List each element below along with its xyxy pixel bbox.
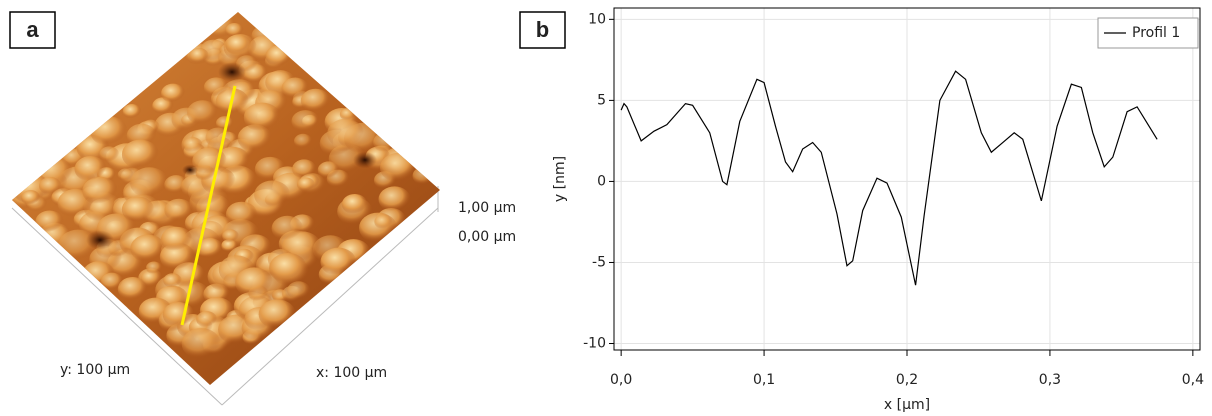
legend-box [1097,17,1199,49]
afm-axis [11,207,223,406]
y-tick-label: 5 [597,92,606,108]
afm-grain [293,133,313,149]
x-axis-title: x [µm] [884,397,930,413]
y-tick-label: -5 [592,254,606,270]
afm-pit [353,151,377,169]
afm-grain [21,190,41,206]
profile-line [180,85,237,326]
afm-grain [183,137,203,153]
afm-texture [12,14,436,360]
afm-grain [269,252,308,284]
x-tick-label: 0,4 [1182,372,1204,388]
afm-grain [225,201,258,227]
afm-grain [145,261,163,275]
afm-grain [121,196,155,223]
afm-grain [221,239,239,253]
afm-grain [235,267,274,298]
afm-grain [373,132,399,153]
plot-frame [613,7,1201,351]
y-axis-title: y [nm] [552,156,568,202]
afm-grain [90,116,128,147]
afm-grain [374,214,393,230]
afm-grain [38,177,62,195]
afm-grain [100,272,124,291]
afm-grain [130,234,166,263]
profile-line [620,70,1158,286]
afm-grain [99,146,120,163]
x-tick-label: 0,2 [896,372,918,388]
z-label: 0,00 µm [458,229,516,245]
afm-grain [189,47,209,64]
afm-grain [379,152,417,183]
panel-label: a [26,17,39,42]
x-tick-label: 0,0 [610,372,632,388]
afm-grain [203,77,229,98]
y-axis-label: y: 100 µm [60,362,130,378]
afm-grain [320,247,357,277]
afm-grain [243,102,281,133]
afm-grain [82,176,118,206]
afm-grain [296,177,315,192]
afm-grain [225,22,244,38]
afm-grain [74,156,107,182]
panel-label: b [536,17,549,42]
afm-pit [86,230,114,250]
afm-grain [160,226,193,252]
afm-grain [225,34,252,56]
afm-grain [196,311,218,328]
afm-grain [254,180,291,210]
afm-grain [130,167,169,199]
panel-label-box [9,11,56,49]
afm-grain [292,159,317,179]
afm-grain [122,104,142,119]
y-tick-label: 0 [597,173,606,189]
afm-grain [186,100,219,126]
afm-pit [275,323,295,337]
afm-grain [339,107,356,121]
afm-grain [265,45,293,67]
y-tick-label: -10 [583,336,606,352]
afm-grain [35,210,64,234]
afm-grain [271,215,304,242]
afm-grain [164,198,194,222]
afm-grain [327,118,365,149]
afm-grain [161,83,186,104]
x-tick-label: 0,1 [753,372,775,388]
x-axis-label: x: 100 µm [316,365,387,381]
afm-grain [341,193,368,215]
afm-pit [218,62,246,82]
afm-grain [291,110,320,133]
afm-grain [197,237,224,259]
afm-grain [117,168,134,182]
profile-chart: 10 5 0 -5 -10 0,0 0,1 0,2 0,3 0,4 x [µm] y [nm] Prof… [552,7,1204,413]
y-tick-label: 10 [588,11,606,27]
z-label: 1,00 µm [458,200,516,216]
afm-grain [121,139,160,170]
afm-pit [182,164,198,176]
afm-grain [117,277,148,302]
afm-grain [281,77,309,100]
afm-image: 1,00 µm 0,00 µm y: 100 µm x: 100 µm [11,12,516,406]
legend-label: Profil 1 [1132,25,1180,41]
afm-grain [317,161,340,179]
afm-grain [162,302,195,328]
x-tick-label: 0,3 [1039,372,1061,388]
afm-grain [163,273,182,289]
afm-grain [300,88,331,113]
panel-label-box [519,11,566,49]
afm-grain [205,127,231,148]
afm-axis [221,207,439,406]
afm-grain [181,328,221,360]
afm-grain [258,299,296,330]
afm-grain [222,229,240,243]
afm-grain [378,186,411,213]
afm-grain [215,116,234,131]
